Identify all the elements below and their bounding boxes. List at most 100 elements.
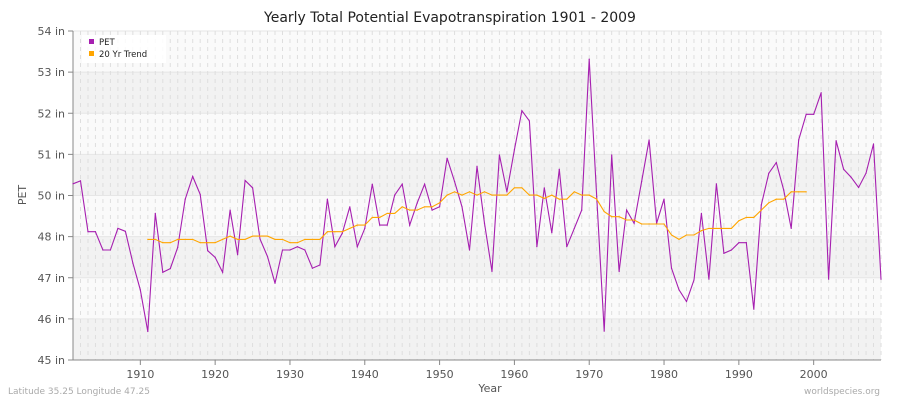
pet-data-point: [438, 206, 441, 208]
y-tick-label: 54 in: [37, 25, 65, 38]
pet-data-point: [596, 195, 598, 198]
trend-data-point: [670, 234, 673, 236]
trend-data-point: [177, 238, 179, 240]
pet-data-point: [177, 246, 179, 249]
trend-data-point: [513, 187, 516, 189]
trend-data-point: [461, 194, 463, 196]
pet-data-point: [192, 175, 194, 178]
y-tick-label: 47 in: [37, 272, 65, 285]
x-tick-label: 1940: [351, 368, 379, 381]
pet-data-point: [386, 224, 388, 226]
trend-data-point: [655, 223, 658, 225]
pet-data-point: [618, 270, 620, 273]
trend-data-point: [274, 238, 276, 240]
trend-data-point: [775, 198, 777, 200]
pet-data-point: [566, 246, 568, 248]
pet-data-point: [506, 191, 508, 193]
legend-swatch-trend: [89, 51, 94, 56]
pet-data-point: [513, 149, 516, 151]
trend-data-point: [244, 238, 246, 240]
pet-data-point: [483, 222, 486, 224]
pet-data-point: [880, 278, 882, 280]
pet-data-point: [349, 206, 351, 208]
trend-data-point: [192, 238, 194, 240]
pet-data-point: [648, 139, 650, 141]
pet-data-point: [154, 212, 156, 215]
trend-data-point: [236, 238, 239, 240]
pet-data-point: [424, 183, 426, 185]
y-tick-label: 51 in: [37, 148, 65, 161]
trend-data-point: [154, 238, 156, 240]
trend-data-point: [715, 227, 718, 229]
pet-data-point: [379, 224, 381, 226]
pet-data-point: [371, 183, 373, 185]
x-tick-label: 1920: [201, 368, 229, 381]
pet-data-point: [229, 209, 231, 211]
trend-data-point: [618, 216, 620, 218]
pet-data-point: [364, 227, 366, 229]
trend-data-point: [611, 216, 613, 218]
pet-data-point: [723, 252, 725, 254]
trend-data-point: [356, 224, 358, 226]
pet-data-point: [446, 157, 448, 159]
pet-data-point: [700, 212, 703, 215]
trend-data-point: [483, 191, 486, 193]
pet-data-point: [409, 224, 411, 226]
pet-data-point: [199, 193, 201, 196]
trend-data-point: [229, 235, 231, 237]
pet-data-point: [87, 231, 89, 233]
pet-data-point: [207, 250, 209, 252]
trend-data-point: [640, 223, 643, 225]
y-tick-label: 48 in: [37, 231, 65, 244]
trend-data-point: [409, 209, 411, 211]
trend-data-point: [162, 242, 164, 244]
trend-data-point: [281, 238, 284, 240]
x-tick-label: 2000: [800, 368, 828, 381]
pet-data-point: [872, 143, 875, 145]
pet-data-point: [760, 204, 762, 206]
x-axis-label: Year: [477, 382, 502, 395]
pet-data-point: [663, 198, 665, 200]
pet-data-point: [835, 140, 837, 142]
x-tick-label: 1930: [276, 368, 304, 381]
pet-data-point: [738, 242, 740, 244]
trend-data-point: [169, 242, 171, 244]
pet-data-point: [753, 308, 755, 310]
pet-data-point: [72, 183, 74, 185]
pet-data-point: [828, 278, 830, 280]
pet-data-point: [798, 139, 800, 141]
trend-data-point: [304, 238, 306, 240]
pet-data-point: [311, 267, 314, 269]
pet-data-point: [573, 227, 575, 229]
trend-data-point: [214, 242, 216, 244]
trend-data-point: [760, 209, 762, 211]
x-tick-label: 1970: [575, 368, 603, 381]
trend-data-point: [678, 238, 680, 240]
y-tick-label: 45 in: [37, 354, 65, 367]
x-tick-label: 1990: [725, 368, 753, 381]
trend-data-point: [311, 238, 314, 240]
trend-data-point: [446, 194, 448, 196]
trend-data-point: [633, 219, 635, 221]
pet-data-point: [820, 92, 822, 94]
pet-data-point: [281, 249, 284, 251]
pet-data-point: [581, 209, 583, 211]
pet-data-point: [394, 194, 396, 196]
trend-data-point: [573, 191, 575, 193]
pet-data-point: [775, 162, 777, 164]
pet-data-point: [783, 189, 785, 191]
pet-data-point: [865, 172, 867, 174]
trend-data-point: [259, 235, 261, 237]
trend-data-point: [386, 212, 388, 215]
x-tick-label: 1950: [426, 368, 454, 381]
pet-data-point: [685, 300, 688, 303]
trend-data-point: [424, 206, 426, 208]
pet-data-point: [259, 238, 261, 240]
pet-data-point: [521, 110, 523, 112]
trend-data-point: [319, 238, 321, 240]
trend-data-point: [543, 197, 545, 200]
trend-data-point: [700, 229, 703, 232]
pet-data-point: [162, 271, 164, 273]
trend-data-point: [296, 242, 299, 244]
trend-data-point: [453, 191, 456, 193]
